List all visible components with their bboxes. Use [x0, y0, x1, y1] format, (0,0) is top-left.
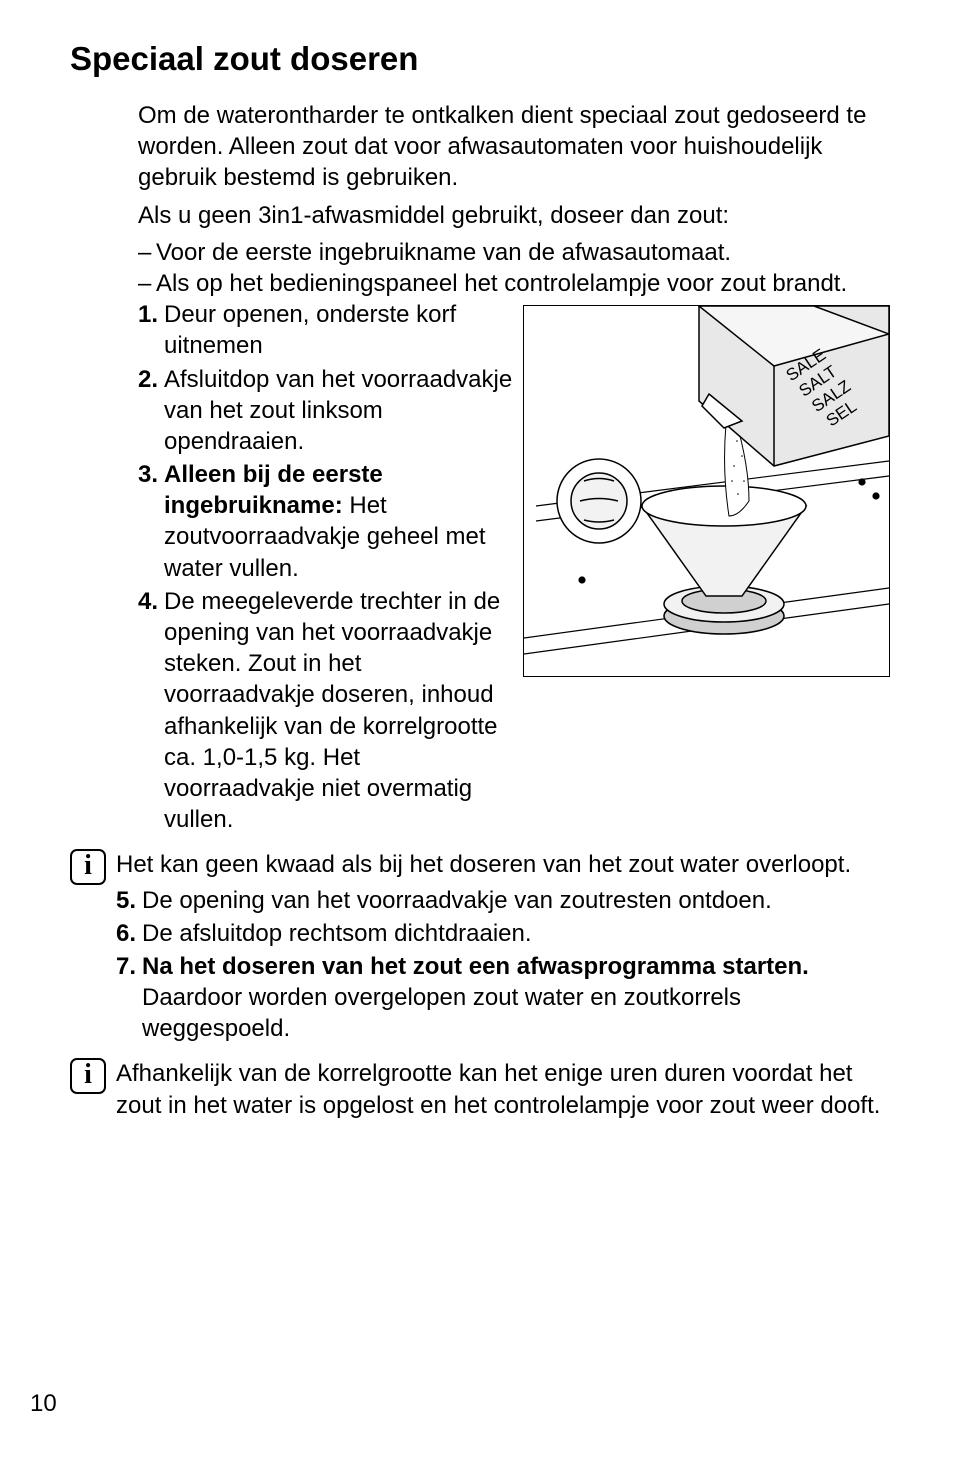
step-text: Na het doseren van het zout een afwaspro… [142, 951, 890, 1045]
intro-paragraph-1: Om de waterontharder te ontkalken dient … [138, 100, 890, 194]
step-text: Alleen bij de eerste ingebruikname: Het … [164, 459, 513, 584]
step-text: De afsluitdop rechtsom dichtdraaien. [142, 918, 890, 949]
list-item: 6. De afsluitdop rechtsom dichtdraaien. [116, 918, 890, 949]
step-text: De opening van het voorraadvakje van zou… [142, 885, 890, 916]
page: Speciaal zout doseren Om de wateronthard… [0, 0, 960, 1458]
step-bold: Na het doseren van het zout een afwaspro… [142, 953, 809, 980]
step-number: 1. [138, 299, 164, 361]
step-text: Deur openen, onderste korf uitnemen [164, 299, 513, 361]
info-body: Afhankelijk van de korrelgrootte kan het… [116, 1058, 890, 1124]
info-glyph: i [70, 849, 106, 885]
step-number: 6. [116, 918, 142, 949]
info-block: i Afhankelijk van de korrelgrootte kan h… [70, 1058, 890, 1124]
bullet-text: Als op het bedieningspaneel het controle… [156, 268, 890, 299]
content-area: Om de waterontharder te ontkalken dient … [138, 100, 890, 837]
list-item: 2. Afsluitdop van het voorraadvakje van … [138, 364, 513, 458]
list-item: 5. De opening van het voorraadvakje van … [116, 885, 890, 916]
step-number: 3. [138, 459, 164, 584]
page-title: Speciaal zout doseren [70, 40, 890, 78]
steps-list: 1. Deur openen, onderste korf uitnemen 2… [138, 299, 513, 835]
step-text: Afsluitdop van het voorraadvakje van het… [164, 364, 513, 458]
step-rest: Daardoor worden overgelopen zout water e… [142, 984, 741, 1042]
info-text: Het kan geen kwaad als bij het doseren v… [116, 849, 890, 880]
step-number: 4. [138, 586, 164, 836]
steps-list-continued: 5. De opening van het voorraadvakje van … [116, 885, 890, 1045]
dash-icon: – [138, 268, 156, 299]
steps-column: 1. Deur openen, onderste korf uitnemen 2… [138, 299, 513, 837]
list-item: 4. De meegeleverde trechter in de openin… [138, 586, 513, 836]
salt-pouring-illustration: SALE SALT SALZ SEL [524, 306, 889, 676]
page-number: 10 [30, 1390, 57, 1418]
step-number: 2. [138, 364, 164, 458]
illustration-figure: SALE SALT SALZ SEL [523, 305, 890, 677]
info-glyph: i [70, 1058, 106, 1094]
intro-paragraph-2: Als u geen 3in1-afwasmiddel gebruikt, do… [138, 200, 890, 231]
bullet-item: – Als op het bedieningspaneel het contro… [138, 268, 890, 299]
list-item: 3. Alleen bij de eerste ingebruikname: H… [138, 459, 513, 584]
bullet-text: Voor de eerste ingebruikname van de afwa… [156, 237, 890, 268]
dash-icon: – [138, 237, 156, 268]
info-text: Afhankelijk van de korrelgrootte kan het… [116, 1058, 890, 1120]
list-item: 7. Na het doseren van het zout een afwas… [116, 951, 890, 1045]
info-block: i Het kan geen kwaad als bij het doseren… [70, 849, 890, 1046]
bullet-item: – Voor de eerste ingebruikname van de af… [138, 237, 890, 268]
steps-with-figure: 1. Deur openen, onderste korf uitnemen 2… [138, 299, 890, 837]
info-body: Het kan geen kwaad als bij het doseren v… [116, 849, 890, 1046]
info-icon: i [70, 1058, 116, 1124]
step-text: De meegeleverde trechter in de opening v… [164, 586, 513, 836]
step-number: 7. [116, 951, 142, 1045]
step-number: 5. [116, 885, 142, 916]
info-icon: i [70, 849, 116, 1046]
list-item: 1. Deur openen, onderste korf uitnemen [138, 299, 513, 361]
